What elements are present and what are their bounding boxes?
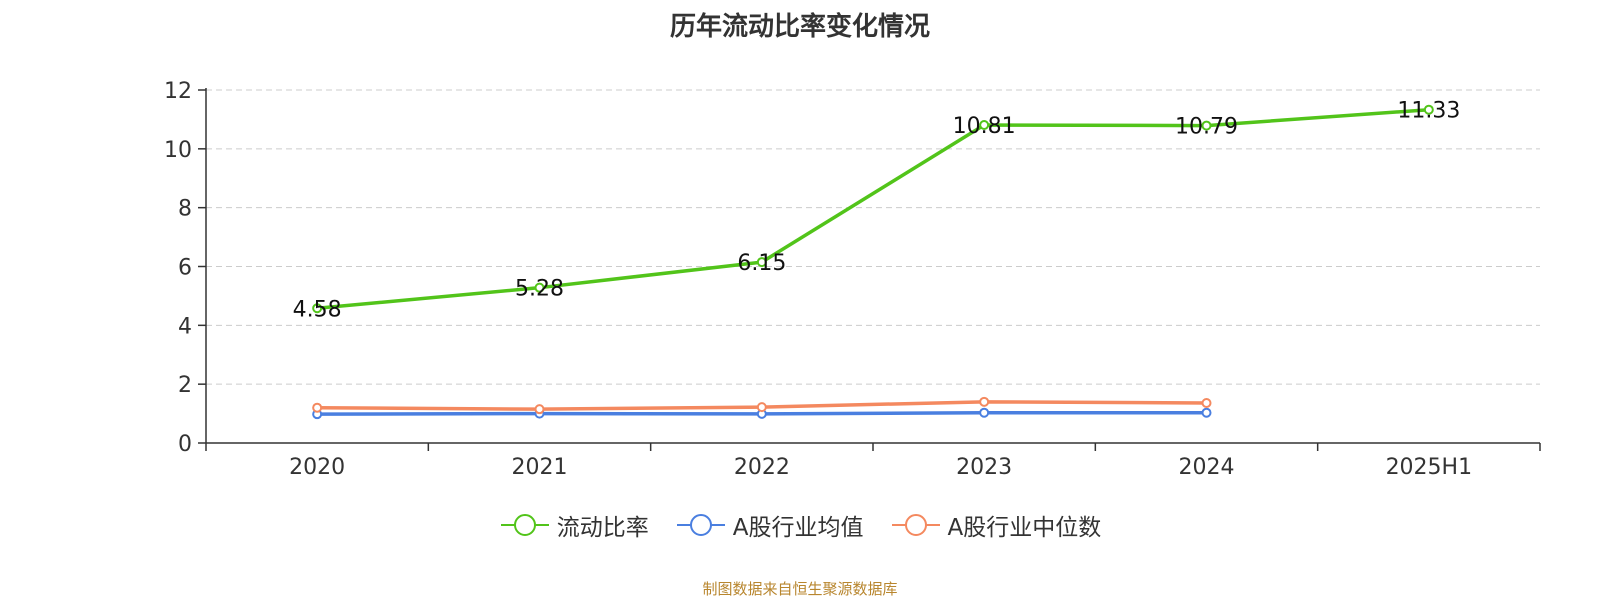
data-point xyxy=(979,120,990,131)
data-point xyxy=(312,402,323,413)
y-tick-label: 12 xyxy=(164,79,192,104)
data-point xyxy=(1201,407,1212,418)
legend-label-current-ratio: 流动比率 xyxy=(556,515,649,541)
y-tick-label: 2 xyxy=(178,373,192,398)
data-point xyxy=(534,404,545,415)
series-line xyxy=(317,107,1429,311)
legend-label-industry-mean: A股行业均值 xyxy=(732,515,864,541)
data-point xyxy=(1201,120,1212,131)
y-tick-label: 6 xyxy=(178,256,192,281)
legend-label-industry-median: A股行业中位数 xyxy=(947,515,1102,541)
data-point xyxy=(312,303,323,314)
legend-industry-mean-icon xyxy=(676,514,725,536)
source-note: 制图数据来自恒生聚源数据库 xyxy=(702,580,898,598)
data-label: 4.58 xyxy=(293,297,342,322)
axes: 0 2 4 6 8 10 12 2020 2021 2022 2023 2024 2025H1 xyxy=(164,79,1541,480)
legend-item-current-ratio[interactable]: 流动比率 xyxy=(499,508,649,542)
data-point xyxy=(1423,104,1434,115)
x-tick-label: 2020 xyxy=(289,455,345,480)
chart-title: 历年流动比率变化情况 xyxy=(669,12,930,42)
y-tick-label: 0 xyxy=(178,432,192,457)
y-tick-label: 10 xyxy=(164,138,192,163)
x-tick-label: 2022 xyxy=(734,455,790,480)
data-label: 5.28 xyxy=(515,277,564,302)
legend-current-ratio-icon xyxy=(500,514,549,536)
data-point xyxy=(756,402,767,413)
data-point xyxy=(1201,397,1212,408)
y-tick-label: 4 xyxy=(178,314,192,339)
data-label: 10.81 xyxy=(953,114,1016,139)
legend-item-industry-median[interactable]: A股行业中位数 xyxy=(890,508,1102,542)
y-tick-label: 8 xyxy=(178,197,192,222)
legend: 流动比率 A股行业均值 A股行业中位数 xyxy=(0,508,1600,542)
data-point xyxy=(979,396,990,407)
x-tick-label: 2025H1 xyxy=(1386,455,1473,480)
x-tick-label: 2024 xyxy=(1179,455,1235,480)
series-lines xyxy=(312,104,1434,420)
data-label: 11.33 xyxy=(1397,99,1460,124)
data-point xyxy=(756,257,767,268)
data-labels: 4.58 5.28 6.15 10.81 10.79 11.33 xyxy=(293,99,1461,323)
legend-industry-median-icon xyxy=(891,514,940,536)
x-tick-label: 2023 xyxy=(956,455,1012,480)
data-label: 6.15 xyxy=(737,251,786,276)
data-point xyxy=(979,407,990,418)
legend-item-industry-mean[interactable]: A股行业均值 xyxy=(675,508,864,542)
data-label: 10.79 xyxy=(1175,115,1238,140)
data-point xyxy=(534,282,545,293)
grid-lines xyxy=(206,89,1540,385)
x-tick-label: 2021 xyxy=(512,455,568,480)
